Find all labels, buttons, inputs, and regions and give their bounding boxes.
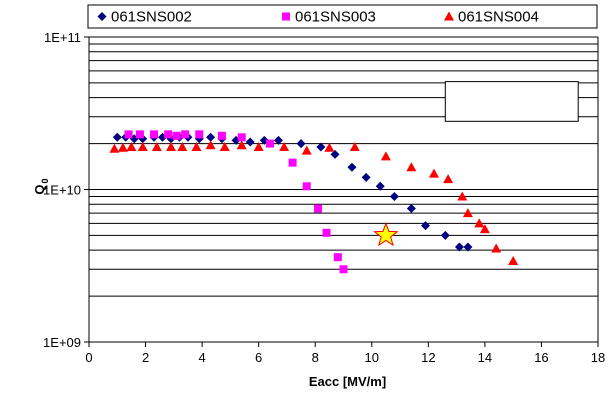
- square-point: [288, 158, 297, 167]
- triangle-point: [137, 141, 148, 151]
- diamond-point: [389, 191, 399, 201]
- series-061sns003: [124, 130, 348, 274]
- x-tick-label: 12: [421, 350, 435, 365]
- x-axis-title: Eacc [MV/m]: [309, 374, 386, 389]
- x-tick-label: 6: [255, 350, 262, 365]
- legend-swatch-061sns004: [444, 11, 454, 21]
- diamond-point: [112, 132, 122, 142]
- y-axis-title-subscript: 0: [40, 178, 50, 183]
- x-tick-label: 4: [198, 350, 205, 365]
- triangle-point: [151, 141, 162, 151]
- square-point: [302, 182, 311, 191]
- triangle-point: [219, 141, 230, 151]
- triangle-point: [324, 142, 335, 152]
- legend: [87, 4, 598, 29]
- triangle-point: [117, 142, 128, 152]
- square-point: [164, 130, 173, 139]
- diamond-point: [347, 162, 357, 172]
- triangle-point: [177, 141, 188, 151]
- triangle-point: [479, 224, 490, 234]
- diamond-point: [463, 242, 473, 252]
- triangle-point: [462, 208, 473, 218]
- square-point: [333, 253, 342, 262]
- diamond-point: [206, 132, 216, 142]
- square-point: [237, 133, 246, 142]
- triangle-point: [109, 143, 120, 153]
- legend-label-061sns004: 061SNS004: [458, 9, 539, 26]
- triangle-point: [166, 141, 177, 151]
- triangle-point: [380, 151, 391, 161]
- triangle-point: [236, 140, 247, 150]
- legend-label-061sns002: 061SNS002: [111, 9, 192, 26]
- triangle-point: [406, 162, 417, 172]
- square-point: [314, 204, 323, 213]
- triangle-point: [474, 218, 485, 228]
- y-tick-label: 1E+11: [44, 30, 81, 45]
- diamond-point: [361, 172, 371, 182]
- annotation-box: [444, 81, 579, 122]
- y-tick-label: 1E+09: [43, 335, 81, 350]
- triangle-point: [279, 141, 290, 151]
- triangle-point: [191, 141, 202, 151]
- square-point: [322, 228, 331, 237]
- star-marker: [373, 221, 399, 247]
- x-tick-label: 0: [85, 350, 92, 365]
- triangle-point: [301, 145, 312, 155]
- x-tick-label: 10: [365, 350, 379, 365]
- square-point: [135, 130, 144, 139]
- square-point: [265, 139, 274, 148]
- diamond-point: [375, 181, 385, 191]
- diamond-point: [245, 137, 255, 147]
- x-tick-label: 14: [478, 350, 492, 365]
- y-axis-title: Q0: [32, 178, 50, 194]
- series-061sns004: [109, 140, 519, 265]
- diamond-point: [316, 142, 326, 152]
- square-point: [172, 131, 181, 140]
- square-point: [124, 130, 133, 139]
- diamond-point: [454, 242, 464, 252]
- square-point: [217, 131, 226, 140]
- diamond-point: [296, 139, 306, 149]
- triangle-point: [205, 140, 216, 150]
- triangle-point: [349, 141, 360, 151]
- triangle-point: [491, 243, 502, 253]
- diamond-point: [406, 204, 416, 214]
- diamond-point: [273, 135, 283, 145]
- legend-swatch-061sns003: [282, 12, 290, 21]
- square-point: [181, 130, 190, 139]
- x-tick-label: 2: [142, 350, 149, 365]
- triangle-point: [443, 174, 454, 184]
- triangle-point: [457, 191, 468, 201]
- legend-swatch-061sns002: [97, 12, 107, 21]
- square-point: [150, 130, 159, 139]
- legend-label-061sns003: 061SNS003: [295, 9, 376, 26]
- diamond-point: [440, 230, 450, 240]
- y-axis-title-main: Q: [32, 184, 47, 194]
- triangle-point: [253, 141, 264, 151]
- square-point: [195, 130, 204, 139]
- diamond-point: [421, 221, 431, 231]
- triangle-point: [126, 141, 137, 151]
- triangle-point: [508, 255, 519, 265]
- x-tick-label: 16: [534, 350, 548, 365]
- triangle-point: [428, 168, 439, 178]
- x-tick-label: 8: [312, 350, 319, 365]
- y-tick-label: 1E+10: [43, 183, 81, 198]
- square-point: [339, 265, 348, 274]
- x-tick-label: 18: [591, 350, 605, 365]
- diamond-point: [330, 149, 340, 159]
